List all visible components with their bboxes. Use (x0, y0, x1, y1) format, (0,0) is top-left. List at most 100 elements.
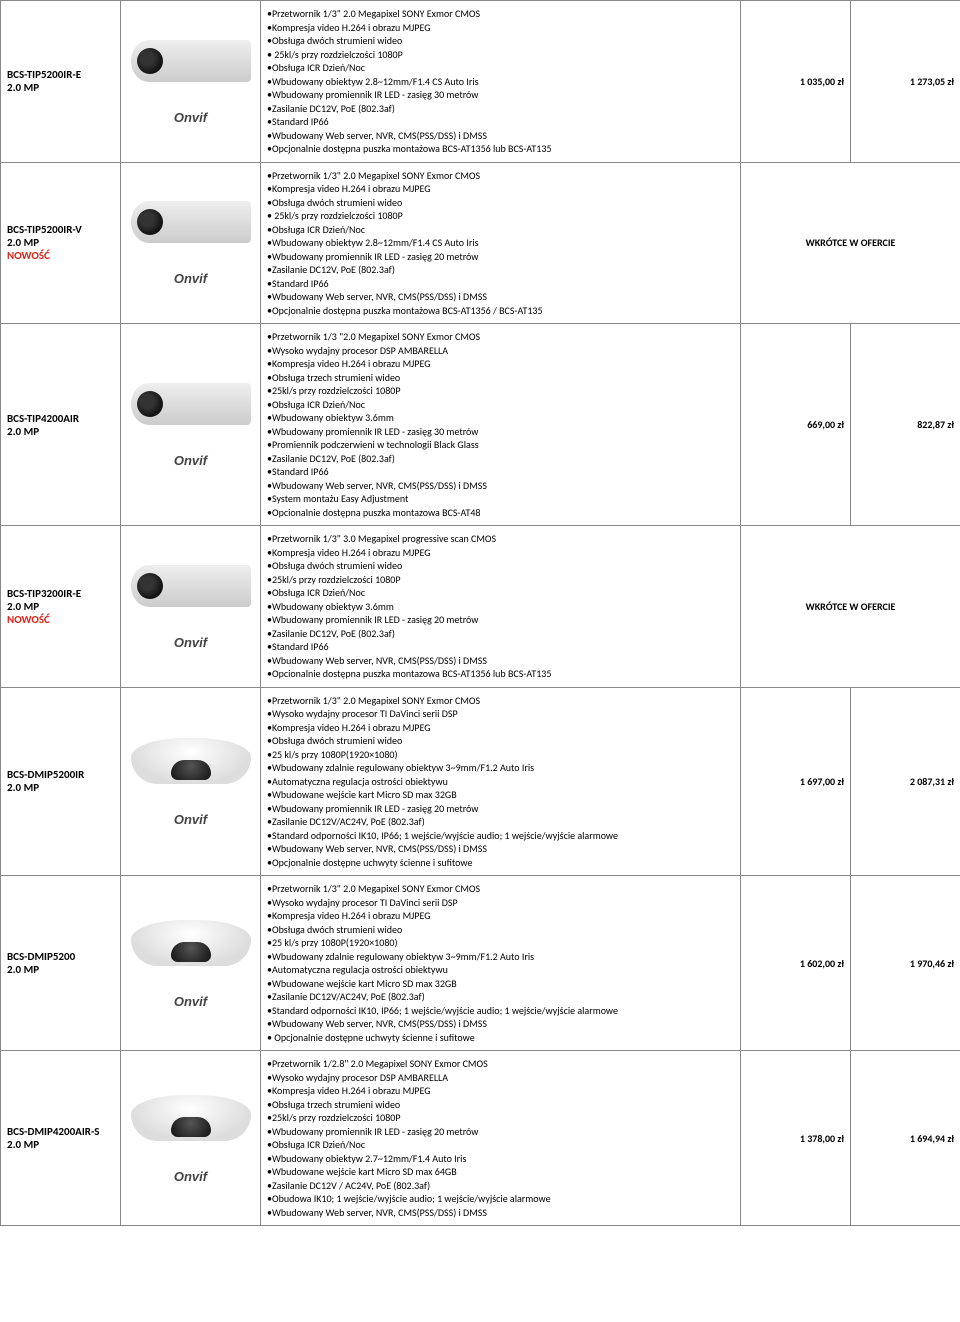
spec-list: Przetwornik 1/3" 2.0 Megapixel SONY Exmo… (267, 169, 734, 318)
spec-item: Promiennik podczerwieni w technologii Bl… (267, 438, 734, 452)
spec-item: 25kl/s przy rozdzielczości 1080P (267, 573, 734, 587)
table-row: BCS-TIP5200IR-E2.0 MP Onvif Przetwornik 1/… (1, 1, 960, 163)
spec-item: Wbudowany promiennik IR LED - zasięg 30 … (267, 88, 734, 102)
price-gross: 1 970,46 zł (910, 957, 954, 970)
spec-list: Przetwornik 1/3 "2.0 Megapixel SONY Exmo… (267, 330, 734, 519)
price-net-cell: 1 602,00 zł (741, 876, 851, 1051)
spec-item: Obsługa ICR Dzień/Noc (267, 1138, 734, 1152)
spec-item: Obsługa dwóch strumieni wideo (267, 734, 734, 748)
product-image-cell: Onvif (121, 876, 261, 1051)
spec-item: 25 kl/s przy 1080P(1920×1080) (267, 748, 734, 762)
spec-item: Wbudowany Web server, NVR, CMS(PSS/DSS) … (267, 290, 734, 304)
product-model: BCS-TIP3200IR-E (7, 587, 114, 600)
price-gross-cell: 2 087,31 zł (851, 687, 960, 876)
spec-item: Wbudowane wejście kart Micro SD max 32GB (267, 788, 734, 802)
spec-item: 25kl/s przy rozdzielczości 1080P (267, 1111, 734, 1125)
spec-item: Automatyczna regulacja ostrości obiektyw… (267, 963, 734, 977)
spec-item: Zasilanie DC12V/AC24V, PoE (802.3af) (267, 990, 734, 1004)
spec-item: Kompresja video H.264 i obrazu MJPEG (267, 909, 734, 923)
spec-item: Zasilanie DC12V, PoE (802.3af) (267, 102, 734, 116)
onvif-logo: Onvif (174, 110, 207, 125)
onvif-logo: Onvif (174, 1169, 207, 1184)
new-label: NOWOŚĆ (7, 249, 114, 262)
spec-item: Obsługa ICR Dzień/Noc (267, 586, 734, 600)
product-spec-cell: Przetwornik 1/3" 3.0 Megapixel progressi… (261, 526, 741, 688)
product-image-cell: Onvif (121, 526, 261, 688)
spec-item: Standard odporności IK10, IP66; 1 wejści… (267, 1004, 734, 1018)
product-megapixel: 2.0 MP (7, 781, 114, 794)
product-megapixel: 2.0 MP (7, 600, 114, 613)
bullet-camera-icon (131, 40, 251, 82)
spec-item: Standard IP66 (267, 115, 734, 129)
spec-item: Standard odporności IK10, IP66; 1 wejści… (267, 829, 734, 843)
product-name-cell: BCS-DMIP4200AIR-S2.0 MP (1, 1051, 121, 1226)
product-model: BCS-TIP4200AIR (7, 412, 114, 425)
bullet-camera-icon (131, 201, 251, 243)
spec-item: Opcjonalnie dostępna puszka montażowa BC… (267, 304, 734, 318)
new-label: NOWOŚĆ (7, 613, 114, 626)
onvif-logo: Onvif (174, 635, 207, 650)
spec-item: Obsługa trzech strumieni wideo (267, 371, 734, 385)
price-net: 1 035,00 zł (800, 75, 844, 88)
product-table: BCS-TIP5200IR-E2.0 MPOnvifPrzetwornik 1/… (0, 0, 960, 1226)
spec-item: Przetwornik 1/3" 2.0 Megapixel SONY Exmo… (267, 882, 734, 896)
price-net-cell: 669,00 zł (741, 324, 851, 526)
price-net-cell: 1 035,00 zł (741, 1, 851, 163)
spec-item: Wysoko wydajny procesor DSP AMBARELLA (267, 1071, 734, 1085)
price-net: 1 378,00 zł (800, 1132, 844, 1145)
spec-item: Wysoko wydajny procesor TI DaVinci serii… (267, 707, 734, 721)
spec-item: Wbudowany promiennik IR LED - zasięg 30 … (267, 425, 734, 439)
spec-item: Wbudowany zdalnie regulowany obiektyw 3~… (267, 950, 734, 964)
dome-camera-icon (131, 1095, 251, 1141)
spec-item: Wbudowany Web server, NVR, CMS(PSS/DSS) … (267, 129, 734, 143)
spec-item: Wbudowany Web server, NVR, CMS(PSS/DSS) … (267, 1206, 734, 1220)
spec-item: Obsługa dwóch strumieni wideo (267, 559, 734, 573)
spec-item: Wbudowany obiektyw 2.7~12mm/F1.4 Auto Ir… (267, 1152, 734, 1166)
spec-item: Wbudowany obiektyw 2.8~12mm/F1.4 CS Auto… (267, 236, 734, 250)
spec-item: Wbudowane wejście kart Micro SD max 64GB (267, 1165, 734, 1179)
product-name-cell: BCS-TIP5200IR-E2.0 MP (1, 1, 121, 163)
spec-item: Obsługa ICR Dzień/Noc (267, 223, 734, 237)
price-gross-cell: 1 694,94 zł (851, 1051, 960, 1226)
spec-item: Opcionalnie dostępna puszka montazowa BC… (267, 506, 734, 520)
spec-item: Obsługa ICR Dzień/Noc (267, 398, 734, 412)
product-megapixel: 2.0 MP (7, 425, 114, 438)
table-row: BCS-DMIP5200IR2.0 MPOnvifPrzetwornik 1/3… (1, 687, 960, 876)
spec-item: 25kl/s przy rozdzielczości 1080P (267, 48, 734, 62)
spec-item: Wysoko wydajny procesor TI DaVinci serii… (267, 896, 734, 910)
spec-item: Kompresja video H.264 i obrazu MJPEG (267, 1084, 734, 1098)
spec-item: Wbudowany Web server, NVR, CMS(PSS/DSS) … (267, 1017, 734, 1031)
spec-item: Zasilanie DC12V, PoE (802.3af) (267, 263, 734, 277)
product-spec-cell: Przetwornik 1/3" 2.0 Megapixel SONY Exmo… (261, 687, 741, 876)
bullet-camera-icon (131, 565, 251, 607)
product-spec-cell: Przetwornik 1/2.8" 2.0 Megapixel SONY Ex… (261, 1051, 741, 1226)
spec-item: Opcjonalnie dostępne uchwyty ścienne i s… (267, 1031, 734, 1045)
spec-item: Zasilanie DC12V/AC24V, PoE (802.3af) (267, 815, 734, 829)
spec-item: Opcjonalnie dostępne uchwyty ścienne i s… (267, 856, 734, 870)
spec-list: Przetwornik 1/2.8" 2.0 Megapixel SONY Ex… (267, 1057, 734, 1219)
table-row: BCS-TIP3200IR-E2.0 MPNOWOŚĆ Onvif Przetwor… (1, 526, 960, 688)
product-name-cell: BCS-TIP4200AIR2.0 MP (1, 324, 121, 526)
product-model: BCS-TIP5200IR-V (7, 223, 114, 236)
product-megapixel: 2.0 MP (7, 1138, 114, 1151)
spec-item: Zasilanie DC12V / AC24V, PoE (802.3af) (267, 1179, 734, 1193)
onvif-logo: Onvif (174, 994, 207, 1009)
spec-item: System montażu Easy Adjustment (267, 492, 734, 506)
spec-item: 25kl/s przy rozdzielczości 1080P (267, 384, 734, 398)
product-megapixel: 2.0 MP (7, 81, 114, 94)
product-spec-cell: Przetwornik 1/3" 2.0 Megapixel SONY Exmo… (261, 876, 741, 1051)
spec-item: Zasilanie DC12V, PoE (802.3af) (267, 627, 734, 641)
spec-item: 25 kl/s przy 1080P(1920×1080) (267, 936, 734, 950)
product-image-cell: Onvif (121, 324, 261, 526)
price-gross-cell: 822,87 zł (851, 324, 960, 526)
product-image-cell: Onvif (121, 1, 261, 163)
table-row: BCS-TIP5200IR-V2.0 MPNOWOŚĆOnvifPrzetwor… (1, 162, 960, 324)
product-model: BCS-TIP5200IR-E (7, 68, 114, 81)
dome-camera-icon (131, 738, 251, 784)
spec-item: Kompresja video H.264 i obrazu MJPEG (267, 721, 734, 735)
price-gross: 1 694,94 zł (910, 1132, 954, 1145)
price-net-cell: 1 697,00 zł (741, 687, 851, 876)
spec-list: Przetwornik 1/3" 2.0 Megapixel SONY Exmo… (267, 7, 734, 156)
product-image-cell: Onvif (121, 1051, 261, 1226)
spec-item: Przetwornik 1/3" 2.0 Megapixel SONY Exmo… (267, 694, 734, 708)
